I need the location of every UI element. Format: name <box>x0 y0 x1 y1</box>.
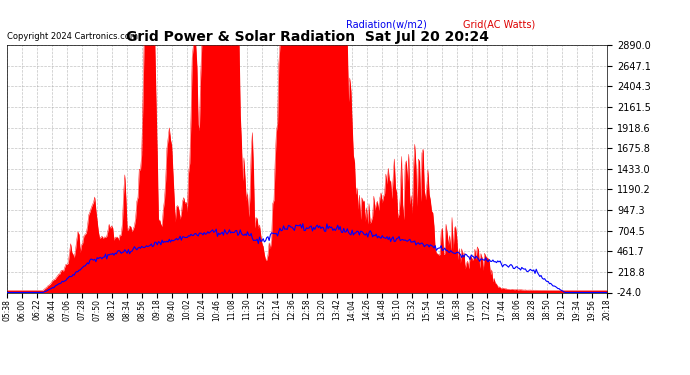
Text: Grid(AC Watts): Grid(AC Watts) <box>463 20 535 30</box>
Title: Grid Power & Solar Radiation  Sat Jul 20 20:24: Grid Power & Solar Radiation Sat Jul 20 … <box>126 30 489 44</box>
Text: Radiation(w/m2): Radiation(w/m2) <box>346 20 427 30</box>
Text: Copyright 2024 Cartronics.com: Copyright 2024 Cartronics.com <box>7 32 138 41</box>
